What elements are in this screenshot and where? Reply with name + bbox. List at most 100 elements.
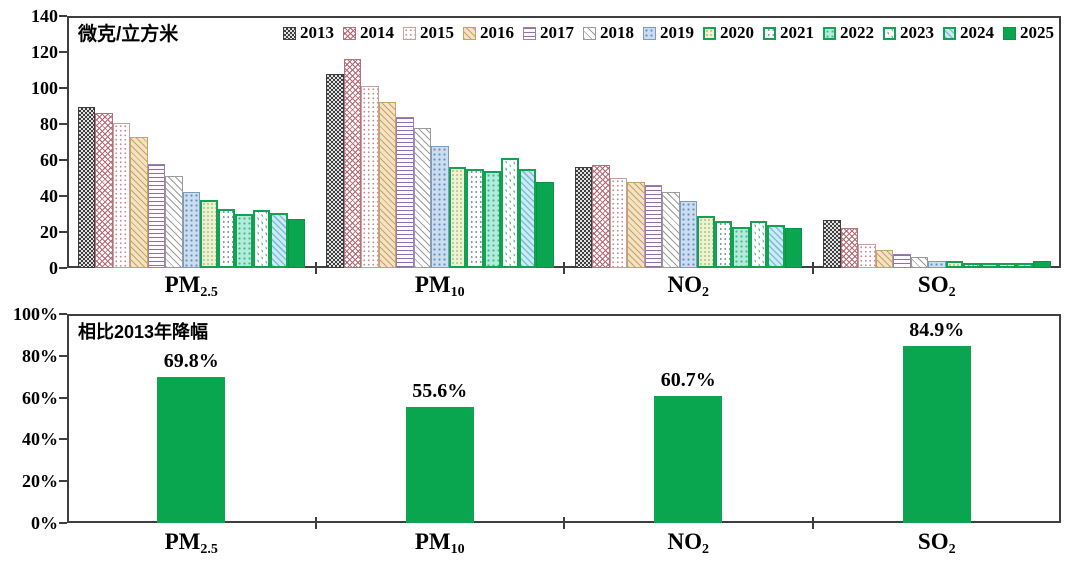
legend-year-label: 2018 [600,23,634,42]
bar-SO2-2014 [840,228,858,268]
bottom-chart-title: 相比2013年降幅 [78,322,209,342]
legend-swatch-2015 [403,26,416,40]
x-axis-tick-mark [314,262,317,274]
legend-year-label: 2016 [480,23,514,42]
decline-value-label-SO2: 84.9% [909,319,965,341]
y-axis-tick-label: 20% [22,471,58,492]
legend-swatch-2020 [703,26,716,40]
legend-year-label: 2019 [660,23,694,42]
legend-swatch-2021 [763,26,776,40]
bar-PM2.5-2017 [147,164,165,268]
legend-item-2023: 2023 [883,24,934,42]
bar-PM2.5-2024 [270,213,288,268]
legend-year-label: 2023 [900,23,934,42]
bar-NO2-2015 [609,178,627,268]
bar-SO2-2023 [998,263,1016,268]
bar-PM10-2024 [518,169,536,268]
bar-SO2-2019 [928,261,946,268]
decline-bar-NO2 [654,396,723,523]
bar-NO2-2024 [767,225,785,268]
legend-item-2019: 2019 [643,24,694,42]
decline-bar-SO2 [902,346,971,523]
bar-PM10-2015 [361,86,379,268]
y-axis-tick-mark [59,396,67,399]
legend-year-label: 2024 [960,23,994,42]
x-category-label-SO2: SO2 [917,272,956,300]
bar-SO2-2020 [945,261,963,268]
legend-swatch-2016 [463,26,476,40]
legend-year-label: 2015 [420,23,454,42]
x-category-label-PM2.5: PM2.5 [164,529,218,557]
x-axis-tick-mark [811,517,814,529]
legend-year-label: 2013 [300,23,334,42]
bar-group-NO2 [574,16,802,268]
bar-PM2.5-2020 [200,200,218,268]
bar-NO2-2023 [749,221,767,268]
decline-bar-PM10 [405,407,474,523]
bar-NO2-2018 [662,192,680,268]
bar-PM10-2017 [396,117,414,268]
bar-SO2-2013 [823,220,841,268]
bar-NO2-2020 [697,216,715,268]
legend-year-label: 2022 [840,23,874,42]
legend-swatch-2018 [583,26,596,40]
bar-NO2-2013 [574,167,592,268]
bottom-chart-plot-area [67,314,1061,523]
legend-swatch-2013 [283,26,296,40]
y-axis-tick-label: 60% [22,387,58,408]
legend-year-label: 2014 [360,23,394,42]
legend-item-2013: 2013 [283,24,334,42]
y-axis-tick-label: 20 [40,222,58,242]
y-axis-tick-label: 40 [40,186,58,206]
legend-swatch-2024 [943,26,956,40]
y-axis-tick-mark [59,87,67,89]
y-axis-tick-label: 60 [40,150,58,170]
legend-item-2021: 2021 [763,24,814,42]
bar-NO2-2019 [679,201,697,268]
decline-value-label-NO2: 60.7% [660,369,716,391]
legend-item-2022: 2022 [823,24,874,42]
y-axis-tick-mark [59,438,67,441]
legend-swatch-2019 [643,26,656,40]
decline-bar-PM2.5 [157,377,226,523]
bar-SO2-2021 [963,263,981,268]
legend-year-label: 2021 [780,23,814,42]
bar-NO2-2017 [644,185,662,268]
bar-PM10-2021 [466,169,484,268]
y-axis-tick-mark [59,159,67,161]
y-axis-tick-mark [59,267,67,269]
legend-item-2020: 2020 [703,24,754,42]
y-axis-tick-mark [59,522,67,524]
bar-PM2.5-2014 [95,113,113,268]
x-axis-tick-mark [563,262,565,274]
y-axis-tick-mark [59,354,67,357]
bar-PM2.5-2016 [130,137,148,268]
bar-PM10-2013 [326,74,344,268]
bar-PM2.5-2021 [217,209,235,268]
legend-year-label: 2017 [540,23,574,42]
decline-value-label-PM10: 55.6% [412,380,468,402]
x-axis-tick-mark [563,517,565,529]
bar-PM10-2016 [378,102,396,268]
bar-PM2.5-2015 [112,123,130,268]
bar-group-SO2 [823,16,1051,268]
y-axis-tick-mark [59,313,67,315]
y-axis-tick-label: 100% [13,304,58,324]
x-category-label-SO2: SO2 [917,529,956,557]
top-chart-unit-label: 微克/立方米 [78,24,179,45]
x-axis-tick-mark [811,262,814,274]
bar-SO2-2017 [893,254,911,268]
bar-SO2-2025 [1033,261,1051,268]
y-axis-tick-label: 80 [40,114,58,134]
y-axis-tick-mark [59,123,67,125]
x-axis-tick-mark [314,517,317,529]
x-category-label-NO2: NO2 [667,529,710,557]
bar-PM10-2025 [536,182,554,268]
bar-NO2-2016 [627,182,645,268]
y-axis-tick-mark [59,231,67,233]
legend-item-2018: 2018 [583,24,634,42]
legend-swatch-2022 [823,26,836,40]
legend-item-2024: 2024 [943,24,994,42]
bar-NO2-2025 [784,228,802,268]
bar-PM2.5-2025 [287,219,305,268]
